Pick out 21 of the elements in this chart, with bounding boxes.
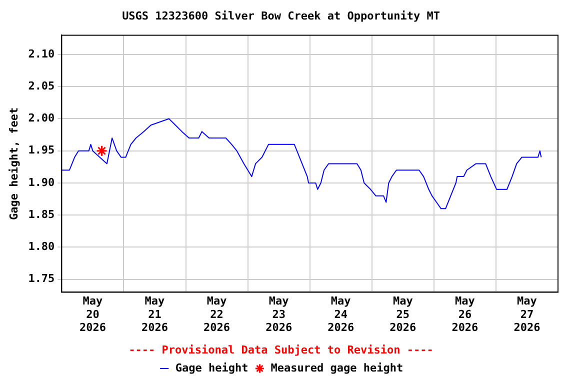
x-tick-label: May 22 2026 — [204, 294, 230, 334]
chart-title: USGS 12323600 Silver Bow Creek at Opportunity MT — [122, 9, 440, 22]
x-tick-label: May 25 2026 — [390, 294, 417, 334]
y-tick-label: 1.75 — [28, 272, 55, 286]
legend-label: Measured gage height — [270, 361, 404, 374]
y-tick-label: 1.80 — [28, 240, 55, 254]
legend-label: Gage height — [175, 361, 248, 374]
x-tick-label: May 24 2026 — [328, 294, 354, 334]
y-tick-label: 2.00 — [28, 112, 55, 125]
y-tick-label: 1.85 — [28, 208, 55, 221]
x-tick-label: May 23 2026 — [266, 294, 292, 334]
x-tick-label: May 20 2026 — [79, 294, 106, 334]
y-tick-label: 1.95 — [28, 144, 55, 157]
x-tick-label: May 21 2026 — [142, 294, 168, 334]
y-axis-title: Gage height, feet — [7, 107, 20, 220]
y-tick-label: 2.05 — [28, 79, 55, 92]
x-tick-label: May 26 2026 — [452, 294, 479, 334]
y-tick-label: 2.10 — [28, 47, 55, 60]
y-tick-label: 1.90 — [28, 176, 55, 189]
x-tick-label: May 27 2026 — [514, 294, 541, 334]
text: ---- Provisional Data Subject to Revision ---- — [128, 343, 434, 356]
